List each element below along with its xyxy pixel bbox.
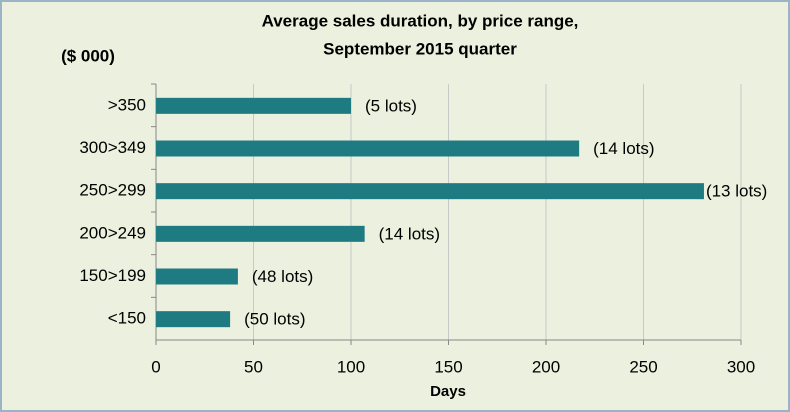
bar	[156, 183, 704, 200]
y-tick-label: <150	[108, 309, 146, 328]
x-tick-label: 200	[532, 357, 560, 376]
x-tick-label: 300	[727, 357, 755, 376]
x-tick-label: 250	[629, 357, 657, 376]
x-tick-label: 50	[244, 357, 263, 376]
bar-label: (5 lots)	[365, 96, 417, 115]
bar	[156, 225, 365, 242]
bar-label: (14 lots)	[593, 139, 654, 158]
chart-title-line: Average sales duration, by price range,	[262, 11, 579, 30]
x-tick-label: 0	[151, 357, 160, 376]
y-tick-label: 250>299	[79, 181, 146, 200]
x-axis-label: Days	[430, 383, 466, 400]
bar-label: (48 lots)	[252, 267, 313, 286]
y-tick-label: 200>249	[79, 223, 146, 242]
x-tick-label: 100	[337, 357, 365, 376]
bar	[156, 140, 580, 157]
y-tick-label: 300>349	[79, 138, 146, 157]
bar	[156, 311, 231, 328]
chart-title-line: September 2015 quarter	[323, 39, 517, 58]
y-axis-label: ($ 000)	[61, 46, 115, 65]
y-tick-label: >350	[108, 95, 146, 114]
bar-label: (14 lots)	[379, 224, 440, 243]
x-tick-label: 150	[434, 357, 462, 376]
y-tick-label: 150>199	[79, 266, 146, 285]
bar	[156, 268, 238, 285]
bar	[156, 97, 351, 114]
bar-label: (50 lots)	[244, 310, 305, 329]
bar-label: (13 lots)	[706, 182, 767, 201]
